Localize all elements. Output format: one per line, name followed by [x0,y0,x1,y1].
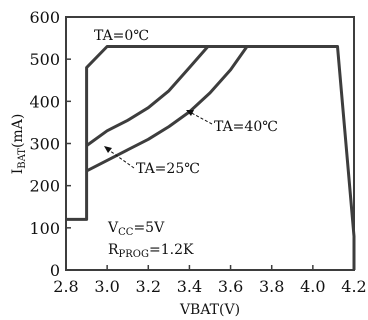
label-ta25: TA=25℃ [136,161,200,177]
x-tick-label: 4.0 [300,277,325,296]
label-ta40: TA=40℃ [214,119,278,135]
y-tick-label: 500 [29,50,60,69]
y-tick-label: 200 [29,177,60,196]
y-tick-label: 0 [50,261,60,280]
x-axis-title: VBAT(V) [179,302,240,318]
y-tick-label: 400 [29,92,60,111]
label-rprog: RPROG=1.2K [108,242,194,260]
series-lines [66,45,356,270]
tick-marks [65,16,355,271]
y-tick-label: 100 [29,219,60,238]
series-line-1 [85,45,210,147]
y-axis-title: IBAT(mA) [10,114,28,175]
label-vcc: VCC=5V [107,220,165,238]
y-tick-label: 300 [29,135,60,154]
x-tick-label: 3.0 [94,277,119,296]
x-tick-label: 3.6 [218,277,243,296]
label-ta0: TA=0℃ [94,28,149,44]
x-tick-label: 2.8 [53,277,78,296]
annotations: TA=0℃ TA=40℃ TA=25℃ VCC=5V RPROG=1.2K [94,28,278,260]
x-tick-label: 3.4 [177,277,202,296]
x-tick-label: 3.2 [136,277,161,296]
y-tick-label: 600 [29,8,60,27]
y-tick-labels: 0 100 200 300 400 500 600 [29,8,60,280]
series-line-2 [85,45,249,173]
series-line-0 [66,45,356,270]
arrow-ta25 [105,147,135,169]
arrowhead-ta40 [186,110,194,116]
x-tick-label: 3.8 [259,277,284,296]
x-tick-label: 4.2 [341,277,366,296]
arrowhead-ta25 [104,146,112,153]
x-tick-labels: 2.8 3.0 3.2 3.4 3.6 3.8 4.0 4.2 [53,277,366,296]
